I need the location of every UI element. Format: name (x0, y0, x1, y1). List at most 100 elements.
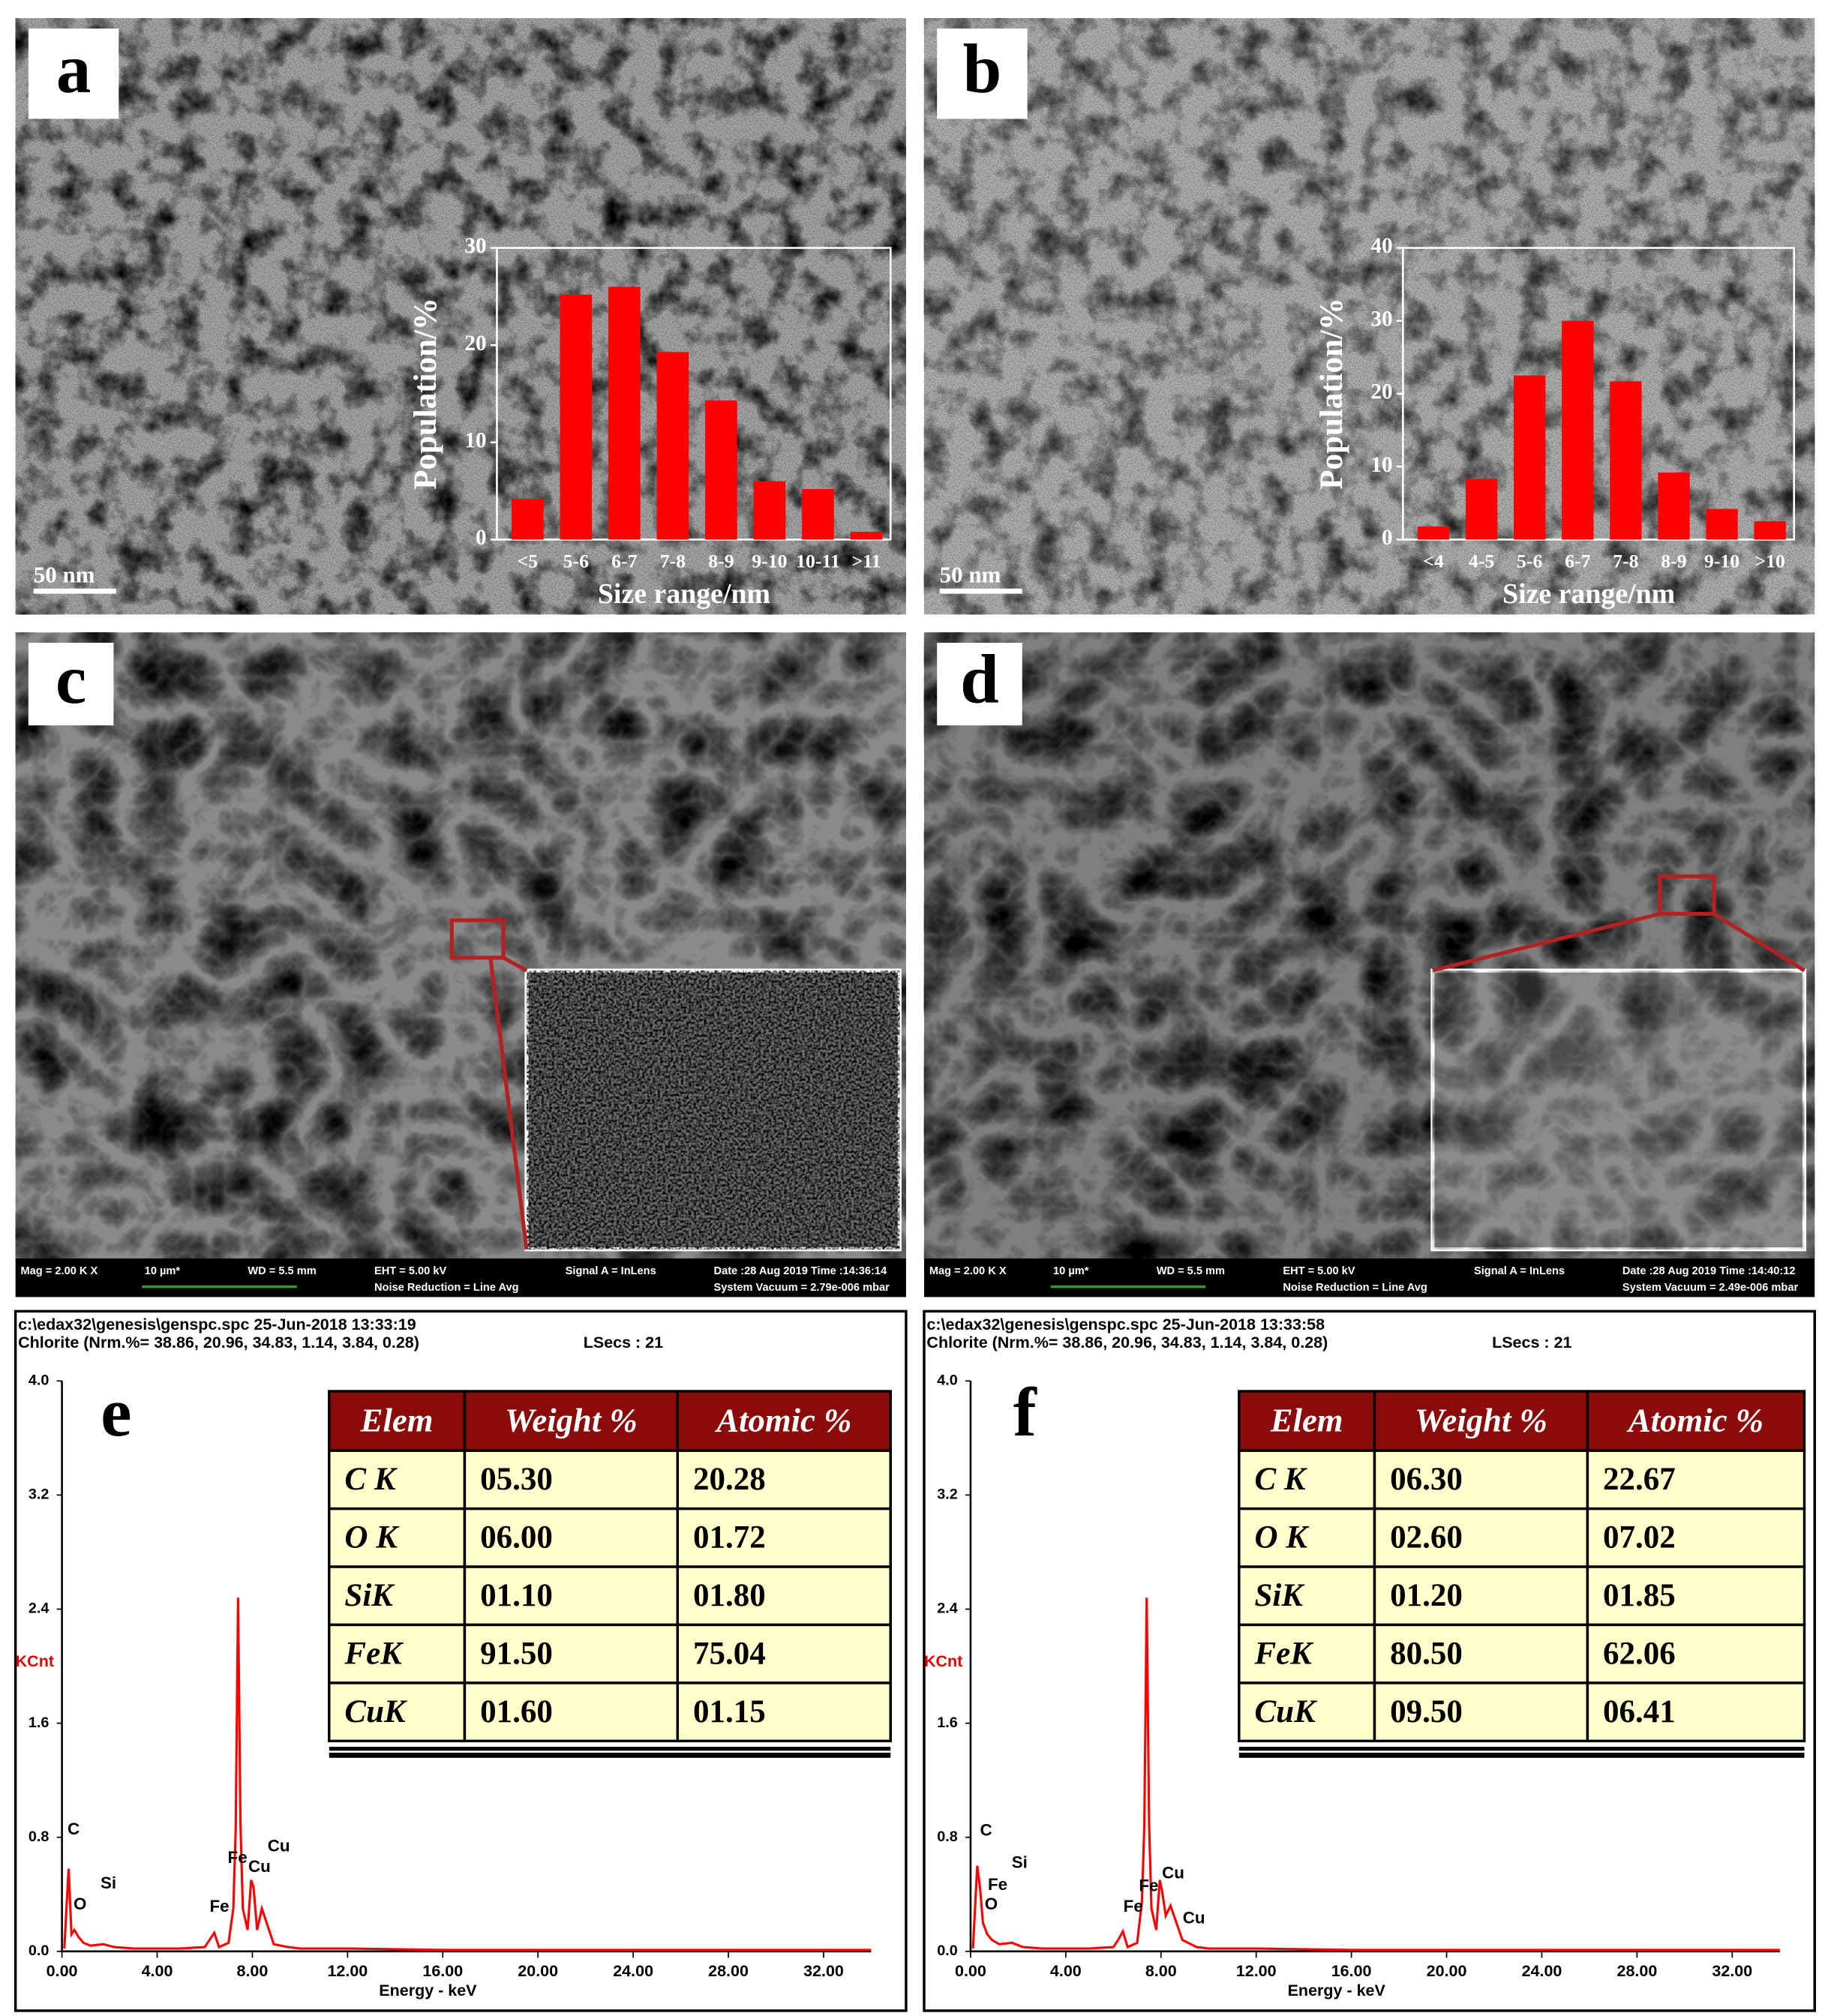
sem-info: Signal A = InLens (566, 1265, 656, 1277)
x-tick-label: 16.00 (422, 1962, 463, 1980)
bar (1658, 472, 1690, 540)
table-text: 01.10 (480, 1578, 553, 1613)
x-tick-label: 20.00 (1427, 1962, 1467, 1980)
table-header: Elem (1270, 1401, 1343, 1438)
peak-label: Fe (209, 1897, 229, 1916)
bar (753, 481, 786, 540)
sem-info-bar (923, 1258, 1815, 1298)
eds-header: c:\edax32\genesis\genspc.spc 25-Jun-2018… (18, 1316, 416, 1334)
y-tick-label: 10 (1370, 453, 1392, 477)
x-tick-label: 8-9 (708, 550, 734, 572)
peak-label: Cu (1183, 1909, 1205, 1928)
table-text: 06.41 (1603, 1694, 1676, 1730)
peak-label: O (985, 1894, 998, 1913)
y-tick-label: 4.0 (29, 1372, 49, 1388)
x-tick-label: 12.00 (327, 1962, 368, 1980)
x-tick-label: 28.00 (708, 1962, 749, 1980)
bar (802, 489, 834, 540)
panel-label-box (937, 643, 1022, 726)
table-text: 01.72 (693, 1520, 766, 1556)
panel-label: e (101, 1374, 131, 1451)
zoom-box (449, 918, 506, 960)
sem-info: Signal A = InLens (1474, 1265, 1565, 1277)
panel-label: f (1013, 1374, 1037, 1451)
y-tick-label: 0.0 (29, 1942, 49, 1959)
sem-info: Mag = 2.00 K X (21, 1265, 98, 1277)
x-axis-label: Size range/nm (1502, 578, 1675, 610)
table-text: 62.06 (1603, 1636, 1676, 1672)
peak-label: Fe (228, 1848, 248, 1867)
y-tick-label: 1.6 (937, 1714, 957, 1731)
table-header-cell (1238, 1390, 1376, 1452)
sem-info: Noise Reduction = Line Avg (1283, 1282, 1427, 1294)
y-tick-label: 0.8 (29, 1828, 49, 1845)
table-cell (463, 1623, 680, 1684)
y-axis-label: Population/% (408, 298, 443, 490)
y-tick-label: 0 (1382, 526, 1393, 550)
x-tick-label: 4.00 (142, 1962, 173, 1980)
x-tick-label: 10-11 (796, 550, 840, 572)
zoom-line (502, 956, 528, 973)
table-text: 01.80 (693, 1578, 766, 1613)
table-text: 01.20 (1390, 1578, 1463, 1613)
bar (1465, 478, 1498, 540)
y-tick-label: 3.2 (29, 1486, 49, 1503)
bar (1562, 320, 1594, 540)
panel-label-box (28, 643, 114, 726)
sem-info: Mag = 2.00 K X (929, 1265, 1007, 1277)
table-text: C K (344, 1462, 398, 1497)
zoom-line (1712, 912, 1805, 973)
table-text: 07.02 (1603, 1520, 1676, 1556)
table-text: 02.60 (1390, 1520, 1463, 1556)
panel-label: d (960, 641, 999, 718)
eds-header: Chlorite (Nrm.%= 38.86, 20.96, 34.83, 1.… (926, 1334, 1328, 1352)
y-tick-label: 30 (464, 234, 486, 258)
table-text: 22.67 (1603, 1462, 1676, 1497)
x-tick-label: 12.00 (1236, 1962, 1277, 1980)
y-tick-label: 0 (476, 526, 487, 550)
table-cell (676, 1449, 892, 1510)
peak-label: C (980, 1821, 992, 1840)
x-tick-label: 5-6 (1517, 550, 1542, 572)
table-header: Weight % (505, 1401, 638, 1438)
y-tick-label: 10 (464, 429, 486, 453)
table-cell (1373, 1565, 1589, 1627)
x-tick-label: 8-9 (1661, 550, 1686, 572)
sem-info: EHT = 5.00 kV (1283, 1265, 1355, 1277)
table-cell (1373, 1623, 1589, 1684)
peak-label: Cu (248, 1857, 271, 1876)
sem-info: 10 µm* (145, 1265, 181, 1277)
table-cell (1373, 1682, 1589, 1743)
table-header: Elem (360, 1401, 434, 1438)
table-text: 75.04 (693, 1636, 766, 1672)
x-tick-label: 8.00 (237, 1962, 269, 1980)
table-text: CuK (1254, 1694, 1318, 1730)
scale-bar-label: 50 nm (34, 561, 95, 587)
table-text: 01.85 (1603, 1578, 1676, 1613)
panel-label: a (56, 31, 91, 108)
table-header: Atomic % (1626, 1401, 1763, 1438)
y-tick-label: 40 (1370, 234, 1392, 258)
x-tick-label: 8.00 (1145, 1962, 1177, 1980)
table-cell (1586, 1507, 1806, 1568)
panel-label: b (963, 31, 1002, 108)
scale-bar-label: 50 nm (940, 561, 1001, 587)
x-tick-label: 9-10 (752, 550, 787, 572)
sem-info: System Vacuum = 2.79e-006 mbar (714, 1282, 890, 1294)
panel-label: c (56, 641, 86, 718)
x-tick-label: >10 (1754, 550, 1785, 572)
y-tick-label: 30 (1370, 307, 1392, 331)
table-cell (463, 1449, 680, 1510)
table-text: FeK (1253, 1636, 1314, 1672)
sem-info: Date :28 Aug 2019 Time :14:36:14 (714, 1265, 887, 1277)
peak-label: O (74, 1894, 86, 1913)
table-header-cell (328, 1390, 467, 1452)
bar (512, 498, 544, 540)
sem-info-bar (15, 1258, 906, 1298)
x-tick-label: 20.00 (518, 1962, 558, 1980)
table-cell (1238, 1565, 1376, 1627)
table-text: 20.28 (693, 1462, 766, 1497)
x-axis-label: Energy - keV (379, 1982, 477, 2000)
bar (656, 352, 689, 540)
